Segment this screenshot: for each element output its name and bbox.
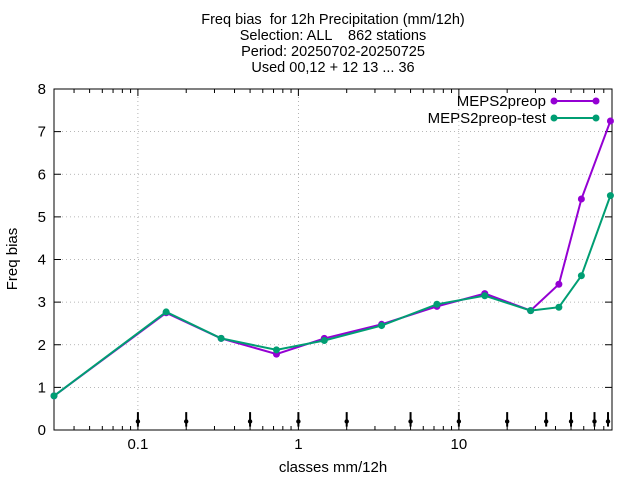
- data-point: [527, 307, 535, 315]
- threshold-marker-dot: [247, 419, 253, 424]
- threshold-marker-dot: [408, 419, 413, 424]
- threshold-marker-dot: [568, 419, 574, 424]
- x-tick-label: 0.1: [127, 436, 148, 453]
- data-point: [433, 300, 441, 308]
- y-tick-label: 4: [38, 252, 46, 269]
- data-point: [481, 292, 489, 300]
- threshold-marker-dot: [605, 419, 611, 424]
- series-line-meps2preop: [53, 120, 612, 397]
- axes-layer: 0 1 2 3 4 5 6 7 8 0.1 1 10: [38, 81, 613, 453]
- data-point: [320, 336, 328, 344]
- legend-label: MEPS2preop: [457, 93, 546, 110]
- chart-title-block: Freq bias for 12h Precipitation (mm/12h)…: [0, 12, 640, 76]
- y-tick-label: 2: [38, 337, 46, 354]
- y-axis-title: Freq bias: [4, 228, 21, 291]
- series-layer: [50, 117, 614, 400]
- y-tick-label: 7: [38, 124, 46, 141]
- threshold-marker-dot: [184, 419, 189, 424]
- threshold-marker-dot: [135, 419, 141, 424]
- plot-frame: [53, 88, 613, 431]
- series-line-meps2preop-test: [53, 195, 612, 397]
- chart-subtitle-period: Period: 20250702-20250725: [241, 44, 425, 60]
- data-point: [162, 308, 170, 316]
- chart-title: Freq bias for 12h Precipitation (mm/12h): [201, 12, 465, 28]
- data-point: [272, 346, 280, 354]
- x-tick-label: 1: [294, 436, 302, 453]
- y-tick-label: 5: [38, 209, 46, 226]
- threshold-marker-dot: [543, 419, 549, 424]
- chart-subtitle-selection: Selection: ALL 862 stations: [239, 28, 427, 44]
- data-point: [378, 322, 386, 330]
- y-tick-label: 0: [38, 422, 46, 439]
- data-point: [217, 334, 225, 342]
- data-point: [606, 117, 614, 125]
- threshold-marker-dot: [296, 419, 301, 424]
- y-tick-label: 6: [38, 166, 46, 183]
- chart-subtitle-used: Used 00,12 + 12 13 ... 36: [251, 60, 415, 76]
- data-point: [577, 272, 585, 280]
- threshold-marker-layer: [135, 412, 611, 427]
- legend-swatch-marker: [550, 114, 558, 122]
- y-tick-label: 8: [38, 81, 46, 98]
- legend-swatch-marker: [592, 97, 600, 105]
- x-axis-title: classes mm/12h: [279, 459, 387, 476]
- legend-swatch-marker: [592, 114, 600, 122]
- y-tick-label: 1: [38, 379, 46, 396]
- data-point: [555, 280, 563, 288]
- legend-swatch-marker: [550, 97, 558, 105]
- threshold-marker-dot: [504, 419, 510, 424]
- threshold-marker-dot: [592, 419, 597, 424]
- data-point: [555, 303, 563, 311]
- y-tick-label: 3: [38, 294, 46, 311]
- x-tick-label: 10: [451, 436, 468, 453]
- threshold-marker-dot: [344, 419, 349, 424]
- data-point: [50, 392, 58, 400]
- data-point: [577, 195, 585, 203]
- threshold-marker-dot: [456, 419, 462, 424]
- grid-layer: [54, 89, 612, 430]
- legend-label: MEPS2preop-test: [428, 110, 547, 127]
- data-point: [606, 192, 614, 200]
